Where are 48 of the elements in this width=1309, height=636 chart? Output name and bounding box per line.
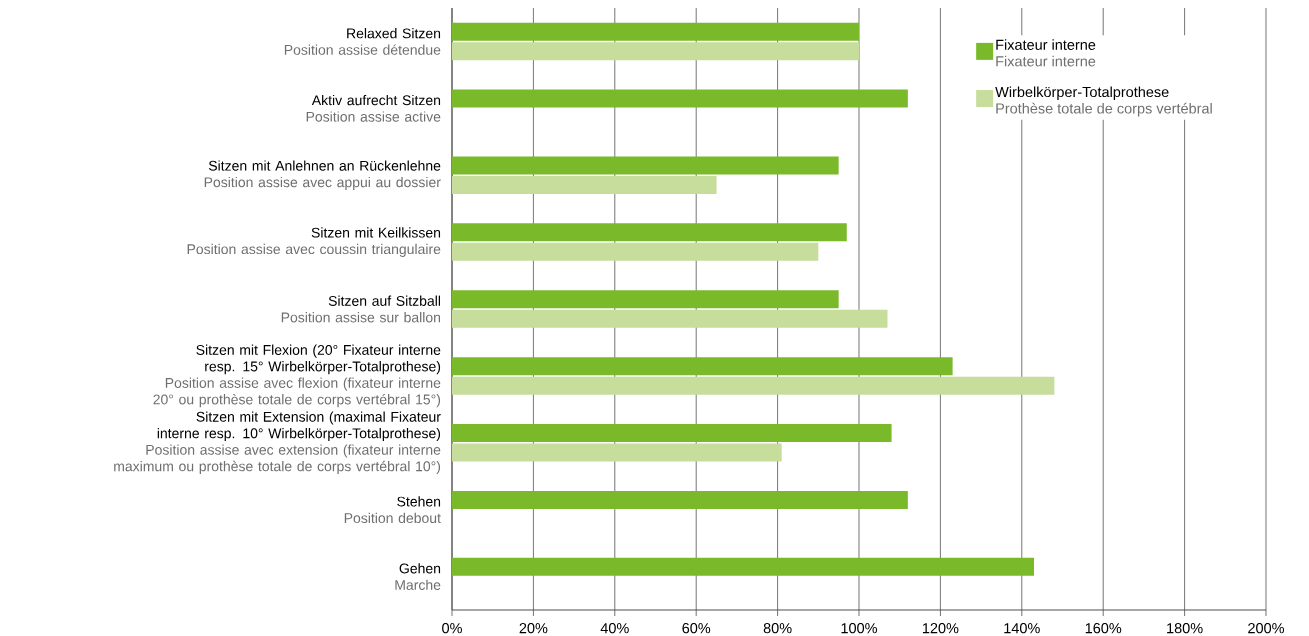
annotation: Fixateur interne (996, 55, 1096, 67)
bar (452, 223, 847, 242)
bar (452, 309, 888, 328)
bar (452, 156, 839, 175)
y-tick-label: Gehen (399, 563, 441, 574)
bar (452, 42, 859, 61)
bar (452, 443, 782, 462)
annotation: Prothèse totale de corps vertébral (996, 102, 1212, 117)
bar (452, 175, 717, 194)
x-tick-label: 200% (1248, 623, 1285, 634)
y-tick-label: Stehen (397, 496, 441, 507)
y-tick-label: Sitzen mit Anlehnen an Rückenlehne (208, 160, 441, 171)
bar (452, 376, 1055, 395)
text: Position assise avec appui au dossier (204, 176, 441, 190)
text: Position assise active (306, 111, 441, 122)
x-tick-label: 0% (442, 623, 462, 634)
bar (452, 22, 859, 41)
legend-label: Wirbelkörper-Totalprothese (995, 86, 1169, 100)
y-tick-label: Sitzen auf Sitzball (328, 295, 441, 306)
bar (452, 424, 892, 443)
y-tick-label: Sitzen mit Keilkissen (311, 227, 441, 238)
x-tick-label: 40% (600, 623, 629, 634)
x-tick-label: 120% (922, 623, 959, 634)
x-tick-label: 20% (519, 623, 548, 634)
text: Position assise détendue (284, 44, 441, 55)
text: Marche (395, 579, 441, 590)
x-tick-label: 80% (763, 623, 792, 634)
x-tick-label: 160% (1085, 623, 1122, 634)
bar (452, 89, 908, 108)
legend-label: Fixateur interne (996, 39, 1096, 50)
text: Position assise avec coussin triangulaire (187, 243, 441, 257)
bar (452, 242, 819, 261)
x-tick-label: 140% (1004, 623, 1040, 634)
y-tick-label: Aktiv aufrecht Sitzen (311, 94, 441, 106)
y-tick-label: Sitzen mit Extension (maximal Fixateur interne resp. 10° Wirbelkörper-Totalprothese) (157, 411, 441, 442)
x-tick-label: 100% (841, 623, 878, 634)
y-tick-label: Relaxed Sitzen (347, 28, 441, 39)
x-tick-label: 60% (682, 623, 711, 634)
bar (452, 290, 839, 309)
text: Position assise avec extension (fixateur interne maximum ou prothèse totale de corps vertébral 10°) (114, 444, 441, 475)
text: Position assise sur ballon (281, 312, 441, 323)
bar (452, 490, 908, 509)
x-tick-label: 180% (1167, 623, 1203, 634)
bar (452, 357, 953, 376)
bar (452, 557, 1035, 576)
text: Position debout (344, 512, 441, 524)
text: Position assise avec flexion (fixateur interne 20° ou prothèse totale de corps vertébral 15°) (153, 377, 441, 408)
y-tick-label: Sitzen mit Flexion (20° Fixateur interne resp. 15° Wirbelkörper-Totalprothese) (196, 344, 441, 375)
